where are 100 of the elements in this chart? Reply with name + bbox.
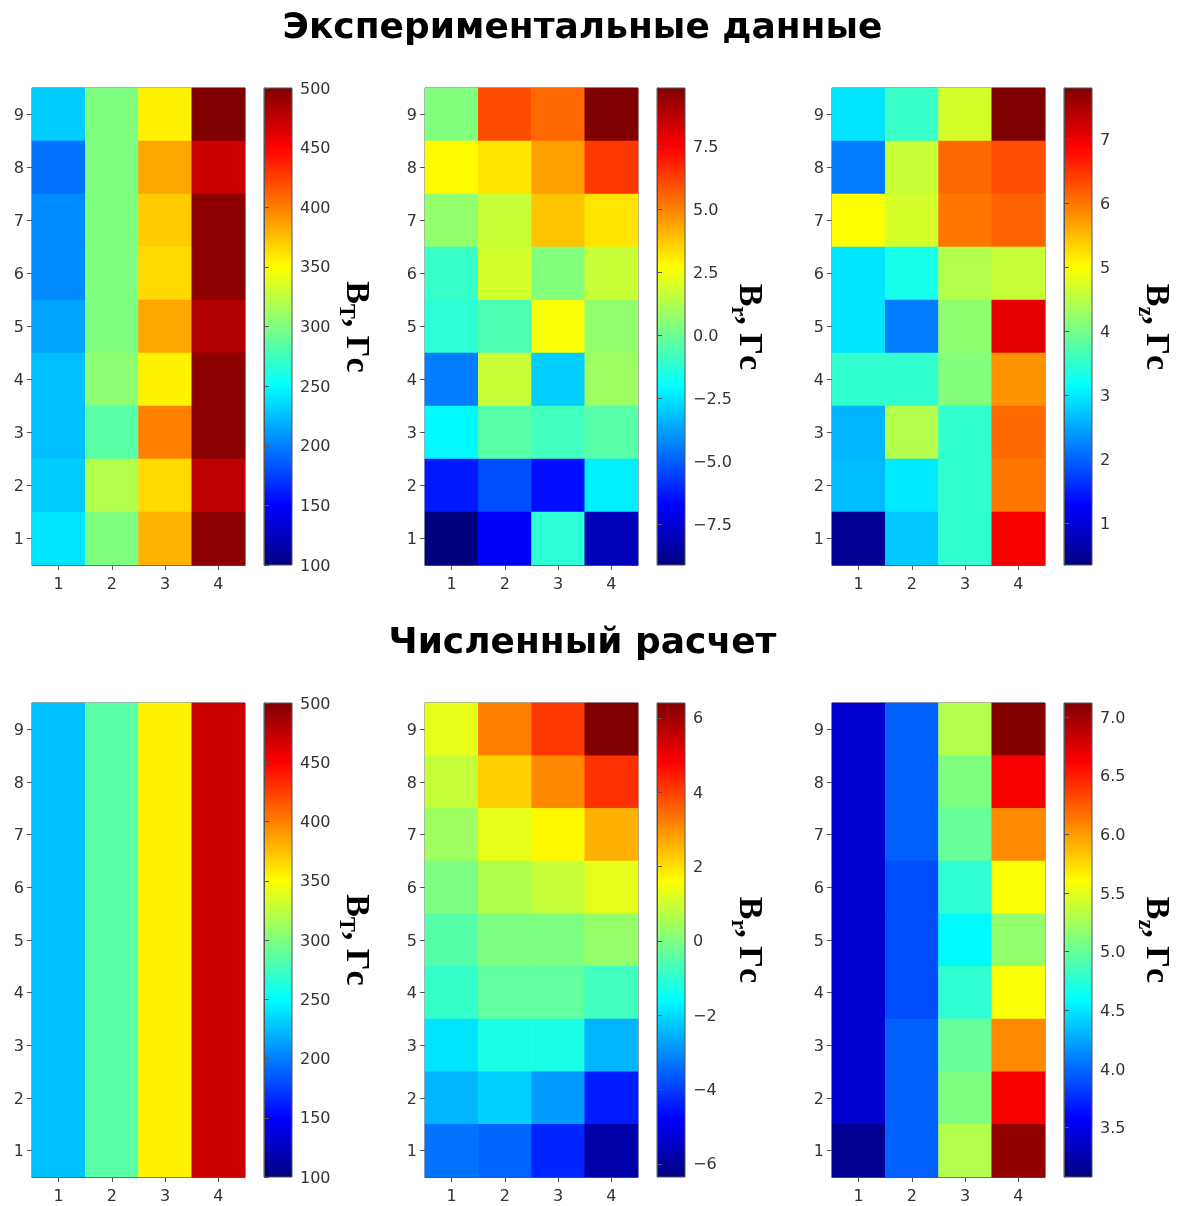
y-tick-label: 1 (13, 529, 24, 548)
y-tick-label: 4 (406, 370, 417, 389)
y-tick-label: 8 (13, 158, 24, 177)
color-bar-label: 5.0 (1100, 942, 1126, 962)
color-bar-label: 2 (693, 857, 704, 877)
color-bar-label: 500 (300, 693, 331, 713)
chart-title: Экспериментальные данные (281, 5, 884, 46)
y-tick-label: 8 (406, 772, 417, 792)
x-tick-label: 2 (106, 1185, 117, 1205)
y-tick-label: 8 (813, 158, 824, 177)
color-bar-label: 0.0 (693, 325, 719, 345)
y-tick-label: 7 (813, 211, 824, 230)
color-bar-label: 3 (1100, 385, 1111, 405)
color-bar-label: 250 (300, 989, 331, 1009)
color-bar-label: 100 (300, 1167, 331, 1187)
y-tick-label: 1 (813, 1141, 824, 1161)
y-tick-label: 3 (13, 423, 24, 442)
y-tick-label: 8 (13, 772, 24, 792)
y-tick-label: 3 (13, 1035, 24, 1055)
x-tick-label: 1 (53, 1185, 64, 1205)
color-bar-label: 4 (1100, 321, 1111, 341)
color-bar-label: 250 (300, 376, 331, 396)
color-bar-label: 200 (300, 1049, 331, 1068)
color-bar-label: 5 (1100, 257, 1111, 277)
y-tick-label: 9 (406, 105, 417, 124)
color-bar-label: 150 (300, 495, 331, 515)
color-bar-label: 5.5 (1100, 883, 1126, 903)
y-tick-label: 1 (813, 529, 824, 548)
y-tick-label: 7 (13, 211, 24, 230)
y-tick-label: 6 (406, 877, 417, 897)
color-bar-label: 200 (300, 436, 331, 456)
y-tick-label: 4 (13, 983, 24, 1003)
color-bar-label: 6.0 (1100, 824, 1126, 844)
y-tick-label: 4 (813, 983, 824, 1003)
x-tick-label: 1 (853, 1185, 864, 1205)
color-bar-label: 0 (693, 931, 704, 951)
color-bar-label: −2.5 (693, 388, 732, 408)
y-tick-label: 1 (13, 1141, 24, 1161)
y-tick-label: 1 (406, 529, 417, 548)
x-tick-label: 4 (1013, 573, 1024, 593)
y-tick-label: 4 (813, 370, 824, 389)
color-bar-label: −2 (693, 1005, 717, 1025)
color-bar-label: 4 (693, 782, 704, 802)
y-tick-label: 6 (406, 264, 417, 283)
color-bar-label: 450 (300, 752, 331, 772)
x-tick-label: 3 (553, 1185, 564, 1205)
y-tick-label: 4 (406, 983, 417, 1003)
x-tick-label: 2 (499, 573, 510, 593)
color-bar-label: 1 (1100, 513, 1111, 533)
x-tick-label: 1 (446, 1185, 457, 1205)
color-bar-label: 7.0 (1100, 707, 1126, 727)
color-bar-label: 100 (300, 555, 331, 575)
x-tick-label: 4 (1013, 1185, 1024, 1205)
color-bar-label: 2.5 (693, 262, 719, 282)
y-tick-label: 7 (813, 825, 824, 845)
x-tick-label: 3 (553, 573, 564, 593)
y-tick-label: 1 (406, 1141, 417, 1161)
y-tick-label: 7 (406, 825, 417, 845)
y-tick-label: 9 (13, 719, 24, 739)
y-tick-label: 9 (813, 105, 824, 124)
color-bar-label: 6 (693, 708, 704, 728)
y-tick-label: 5 (813, 930, 824, 950)
x-tick-label: 2 (906, 1185, 917, 1205)
y-tick-label: 4 (13, 370, 24, 389)
x-tick-label: 3 (160, 1185, 171, 1205)
color-bar-label: 300 (300, 930, 331, 950)
y-tick-label: 3 (813, 1035, 824, 1055)
y-tick-label: 5 (13, 930, 24, 950)
y-tick-label: 6 (813, 877, 824, 897)
color-bar-label: 4.5 (1100, 1000, 1126, 1020)
y-tick-label: 9 (406, 719, 417, 739)
x-tick-label: 4 (213, 573, 224, 593)
x-tick-label: 1 (853, 573, 864, 593)
y-tick-label: 5 (813, 317, 824, 336)
x-tick-label: 3 (960, 1185, 971, 1205)
y-tick-label: 3 (406, 423, 417, 442)
y-tick-label: 3 (813, 423, 824, 442)
x-tick-label: 2 (906, 573, 917, 593)
y-tick-label: 6 (13, 264, 24, 283)
x-tick-label: 4 (606, 573, 617, 593)
color-bar-label: 6 (1100, 193, 1111, 213)
color-bar-label: −7.5 (693, 515, 732, 535)
y-tick-label: 2 (406, 476, 417, 495)
color-bar-label: 350 (300, 257, 331, 277)
color-bar-label: 500 (300, 78, 331, 98)
color-bar-label: 7 (1100, 129, 1111, 149)
y-tick-label: 7 (13, 825, 24, 845)
color-bar-label: 5.0 (693, 199, 719, 219)
y-tick-label: 8 (406, 158, 417, 177)
y-tick-label: 5 (406, 317, 417, 336)
x-tick-label: 4 (606, 1185, 617, 1205)
y-tick-label: 6 (813, 264, 824, 283)
color-bar-label: 6.5 (1100, 766, 1126, 786)
chart-title: Численный расчет (387, 620, 778, 661)
y-tick-label: 2 (813, 476, 824, 495)
x-tick-label: 1 (446, 573, 457, 593)
y-tick-label: 9 (813, 719, 824, 739)
y-tick-label: 5 (13, 317, 24, 336)
color-bar-label: −4 (693, 1080, 717, 1100)
y-tick-label: 7 (406, 211, 417, 230)
